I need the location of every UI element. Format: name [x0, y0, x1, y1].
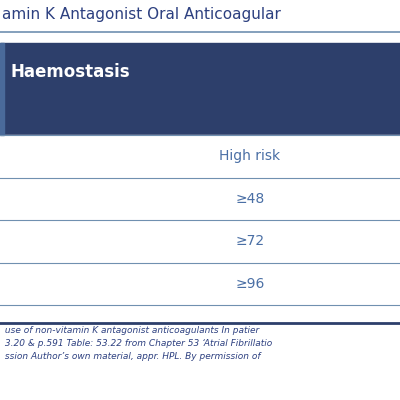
Bar: [0, 220, 400, 262]
Bar: [0, 262, 400, 305]
Text: Haemostasis: Haemostasis: [10, 63, 130, 81]
Text: ≥48: ≥48: [235, 192, 265, 206]
Bar: [0, 43, 400, 135]
Text: amin K Antagonist Oral Anticoagular: amin K Antagonist Oral Anticoagular: [2, 8, 281, 22]
Text: ≥72: ≥72: [236, 234, 264, 248]
Text: ssion Author’s own material, appr. HPL. By permission of: ssion Author’s own material, appr. HPL. …: [2, 352, 260, 361]
Bar: [0, 178, 400, 220]
Text: ≥96: ≥96: [235, 277, 265, 291]
Bar: [0, 43, 4, 135]
Bar: [0, 305, 400, 322]
Bar: [0, 135, 400, 178]
Text: use of non-vitamin K antagonist anticoagulants In patier: use of non-vitamin K antagonist anticoag…: [2, 326, 259, 335]
Text: High risk: High risk: [220, 149, 280, 163]
Text: 3.20 & p.591 Table: 53.22 from Chapter 53 ‘Atrial Fibrillatio: 3.20 & p.591 Table: 53.22 from Chapter 5…: [2, 339, 272, 348]
Bar: [0, 323, 400, 400]
